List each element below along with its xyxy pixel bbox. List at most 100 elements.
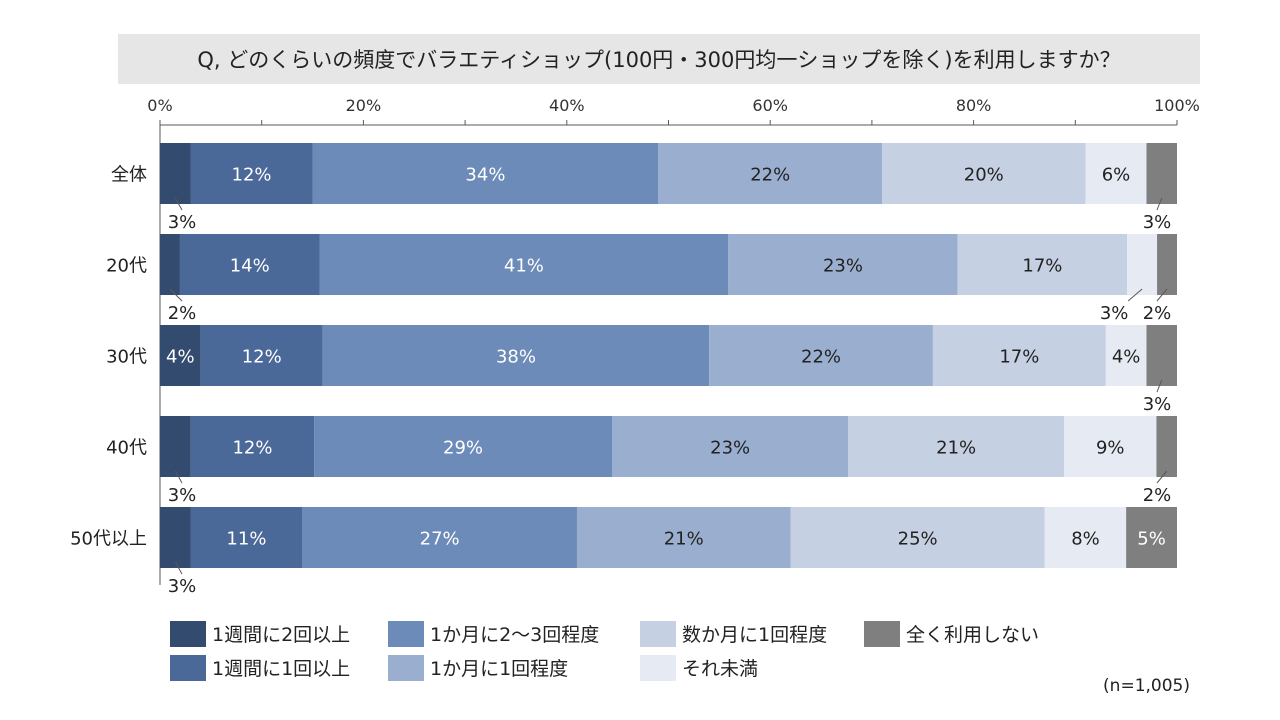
data-label: 25% [898,529,938,550]
legend-label: 1か月に1回程度 [430,658,569,680]
bar-segment [790,507,1045,568]
data-label: 2% [1143,303,1172,324]
x-tick-label: 0% [147,96,172,115]
bar-segment [1126,507,1177,568]
bar-segment [1085,143,1147,204]
data-label: 3% [168,576,197,597]
bar-segment [314,416,612,477]
legend-swatch [388,620,424,647]
bar-segment [728,234,958,295]
legend-swatch [388,654,424,681]
bar-segment [190,143,313,204]
data-label: 23% [823,256,863,277]
legend-swatch [170,620,206,647]
legend-item: 1か月に1回程度 [388,654,568,681]
data-label-leader [174,561,183,575]
bar-segment [1157,234,1177,295]
bar-segment [957,234,1128,295]
data-label: 3% [1100,303,1129,324]
legend-item: 全く利用しない [864,620,1039,647]
bar-segment [848,416,1064,477]
data-label: 22% [750,165,790,186]
category-label: 50代以上 [70,529,147,550]
data-label: 6% [1102,165,1131,186]
data-label: 11% [226,529,266,550]
data-label-leader [174,197,183,211]
x-tick-label: 20% [346,96,382,115]
x-tick-label: 60% [752,96,788,115]
data-label: 12% [232,438,272,459]
data-label: 5% [1137,529,1166,550]
legend: 1週間に2回以上 1週間に1回以上 1か月に2～3回程度 1か月に1回程度 数か月に1回… [170,620,1070,690]
category-label: 全体 [111,165,147,186]
legend-label: それ未満 [682,658,759,680]
bar-segment [932,325,1106,386]
data-label: 3% [1143,394,1172,415]
bar-segment [612,416,849,477]
bar-segment [160,507,191,568]
bar-segment [160,325,201,386]
data-label: 3% [168,485,197,506]
legend-label: 数か月に1回程度 [682,624,828,646]
bar-segment [190,416,315,477]
bar-segment [1146,325,1177,386]
bar-segment [1146,143,1177,204]
bar-segment [882,143,1086,204]
data-label: 21% [936,438,976,459]
bar-segment [319,234,729,295]
category-label: 30代 [106,347,147,368]
bar-segment [1127,234,1158,295]
legend-label: 全く利用しない [906,624,1040,646]
chart-title: Q, どのくらいの頻度でバラエティショップ(100円・300円均一ショップを除く… [118,34,1200,84]
data-label: 8% [1071,529,1100,550]
legend-item: 1週間に2回以上 [170,620,350,647]
data-label: 3% [168,212,197,233]
data-label-leader [1156,197,1163,211]
data-label: 12% [232,165,272,186]
sample-size-note: (n=1,005) [1103,676,1190,696]
data-label: 17% [1022,256,1062,277]
legend-swatch [640,620,676,647]
data-label: 22% [801,347,841,368]
bar-segment [1156,416,1177,477]
legend-swatch [170,654,206,681]
legend-item: それ未満 [640,654,758,681]
legend-item: 1週間に1回以上 [170,654,350,681]
data-label: 38% [496,347,536,368]
bar-segment [160,143,191,204]
data-label: 20% [964,165,1004,186]
data-label: 2% [168,303,197,324]
legend-label: 1週間に1回以上 [212,658,351,680]
data-label: 27% [420,529,460,550]
category-label: 40代 [106,438,147,459]
legend-item: 数か月に1回程度 [640,620,827,647]
data-label-leader [174,470,183,484]
x-tick-label: 80% [956,96,992,115]
legend-label: 1週間に2回以上 [212,624,351,646]
data-label: 4% [1112,347,1141,368]
category-label: 20代 [106,256,147,277]
data-label: 9% [1096,438,1125,459]
data-label-leader [1127,288,1143,302]
data-label: 29% [443,438,483,459]
bar-segment [160,234,180,295]
data-label: 21% [664,529,704,550]
bar-segment [190,507,303,568]
bar-segment [1105,325,1147,386]
data-label: 17% [999,347,1039,368]
bar-segment [302,507,577,568]
bar-segment [709,325,933,386]
data-label: 12% [242,347,282,368]
data-label: 4% [166,347,195,368]
data-label: 14% [230,256,270,277]
bar-segment [179,234,320,295]
x-tick-label: 100% [1154,96,1200,115]
data-label: 41% [504,256,544,277]
bar-segment [200,325,323,386]
legend-swatch [640,654,676,681]
bar-segment [1044,507,1127,568]
bar-segment [160,416,191,477]
data-label-leader [1156,470,1168,484]
bar-segment [658,143,883,204]
